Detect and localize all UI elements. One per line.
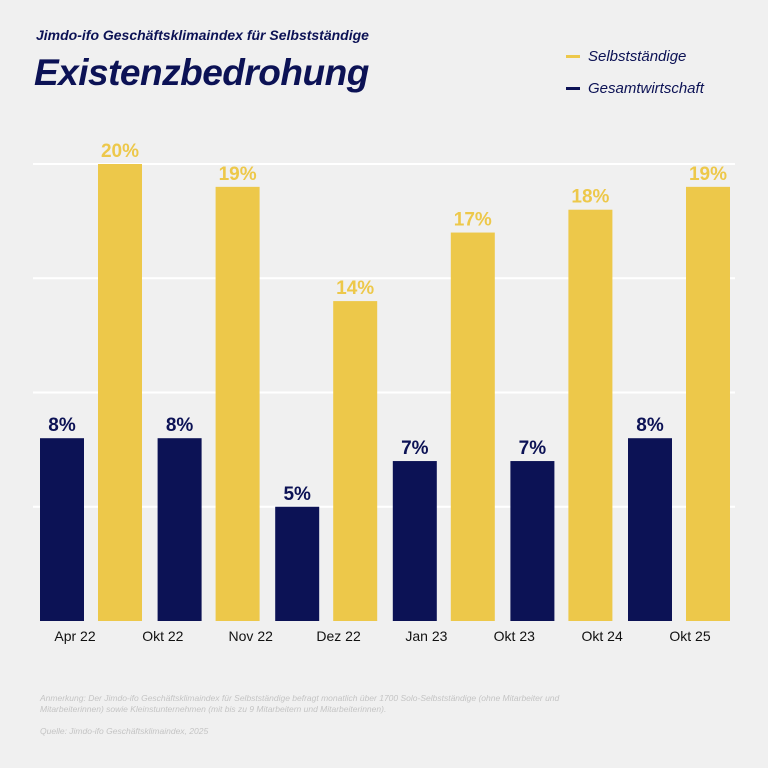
bar: [510, 461, 555, 621]
legend-label: Selbstständige: [588, 47, 687, 65]
legend-label: Gesamtwirtschaft: [588, 79, 704, 97]
data-label: 20%: [101, 141, 139, 162]
bar: [275, 506, 320, 621]
data-label: 7%: [401, 438, 429, 459]
data-label: 19%: [219, 164, 257, 185]
footnote: Anmerkung: Der Jimdo-ifo Geschäftsklimai…: [40, 693, 560, 714]
legend: Selbstständige Gesamtwirtschaft: [566, 40, 704, 104]
data-label: 18%: [571, 187, 609, 208]
x-tick-label: Okt 24: [582, 628, 623, 644]
bar: [628, 438, 672, 621]
data-label: 8%: [166, 415, 194, 436]
legend-item-gesamtwirtschaft: Gesamtwirtschaft: [566, 72, 704, 104]
data-label: 7%: [519, 438, 547, 459]
x-tick-label: Okt 23: [494, 628, 535, 644]
bar: [157, 438, 202, 621]
bar: [40, 438, 84, 621]
chart-subtitle: Jimdo-ifo Geschäftsklimaindex für Selbst…: [36, 27, 369, 43]
bar: [686, 186, 730, 621]
data-label: 8%: [636, 415, 664, 436]
bar: [568, 209, 613, 621]
x-tick-label: Okt 25: [669, 628, 710, 644]
data-label: 14%: [336, 278, 374, 299]
bar: [215, 186, 260, 621]
source: Quelle: Jimdo-ifo Geschäftsklimaindex, 2…: [40, 726, 209, 736]
data-label: 8%: [48, 415, 76, 436]
x-tick-label: Dez 22: [316, 628, 361, 644]
legend-item-selbststaendige: Selbstständige: [566, 40, 704, 72]
bar: [333, 301, 378, 621]
data-label: 19%: [689, 164, 727, 185]
data-label: 17%: [454, 210, 492, 231]
bar: [392, 461, 437, 621]
legend-swatch: [566, 54, 580, 58]
x-tick-label: Okt 22: [142, 628, 183, 644]
x-tick-label: Nov 22: [229, 628, 274, 644]
bar: [98, 164, 142, 621]
x-tick-label: Apr 22: [54, 628, 95, 644]
data-label: 5%: [283, 484, 311, 505]
legend-swatch: [566, 86, 580, 90]
chart-title: Existenzbedrohung: [34, 52, 369, 93]
bar: [450, 232, 495, 622]
x-tick-label: Jan 23: [405, 628, 447, 644]
